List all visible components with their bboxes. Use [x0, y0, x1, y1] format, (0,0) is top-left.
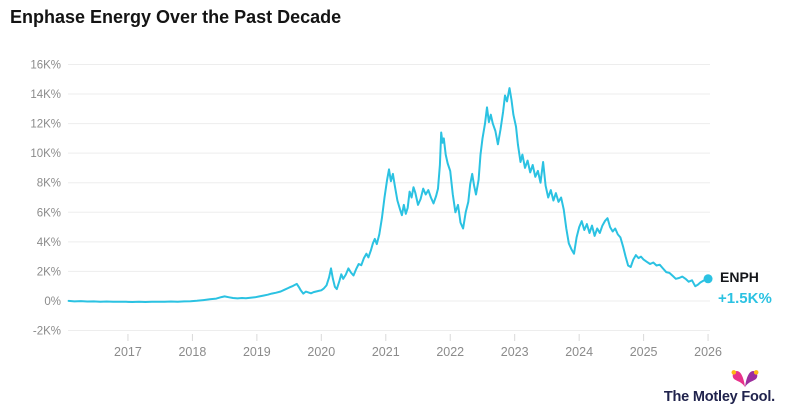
series-end-dot — [703, 274, 713, 284]
x-axis-tick-label: 2023 — [501, 345, 529, 359]
y-axis-tick-label: 0% — [44, 296, 61, 308]
series-line-enph — [67, 87, 710, 303]
y-axis-tick-label: -2K% — [33, 326, 61, 338]
x-axis-tick-label: 2022 — [436, 345, 464, 359]
x-axis-tick-label: 2020 — [307, 345, 335, 359]
y-axis-tick-label: 8K% — [37, 178, 61, 190]
series-ticker-label: ENPH — [720, 269, 759, 285]
y-axis-tick-label: 12K% — [30, 119, 61, 131]
jester-hat-bell-left — [731, 370, 737, 375]
x-axis-tick-label: 2018 — [178, 345, 206, 359]
x-axis-tick-label: 2025 — [630, 345, 658, 359]
x-axis-tick-label: 2019 — [243, 345, 271, 359]
series-change-label: +1.5K% — [718, 290, 772, 307]
y-axis-tick-label: 2K% — [37, 266, 61, 278]
y-axis-tick-label: 14K% — [30, 89, 61, 101]
y-axis-tick-label: 6K% — [37, 207, 61, 219]
jester-hat-left-lobe — [732, 370, 745, 388]
wordmark: The Motley Fool. — [663, 389, 775, 405]
motley-fool-logo: The Motley Fool. — [663, 370, 775, 406]
x-axis-tick-label: 2024 — [565, 345, 593, 359]
y-axis-tick-label: 10K% — [30, 148, 61, 160]
jester-hat-bell-right — [753, 370, 759, 375]
jester-hat-right-lobe — [745, 370, 758, 388]
jester-hat-icon — [731, 370, 759, 388]
y-axis-tick-label: 16K% — [30, 60, 61, 72]
x-axis-tick-label: 2026 — [694, 345, 722, 359]
x-axis-tick-label: 2021 — [372, 345, 400, 359]
y-axis-tick-label: 4K% — [37, 237, 61, 249]
x-axis-tick-label: 2017 — [114, 345, 142, 359]
chart-title: Enphase Energy Over the Past Decade — [10, 7, 342, 27]
